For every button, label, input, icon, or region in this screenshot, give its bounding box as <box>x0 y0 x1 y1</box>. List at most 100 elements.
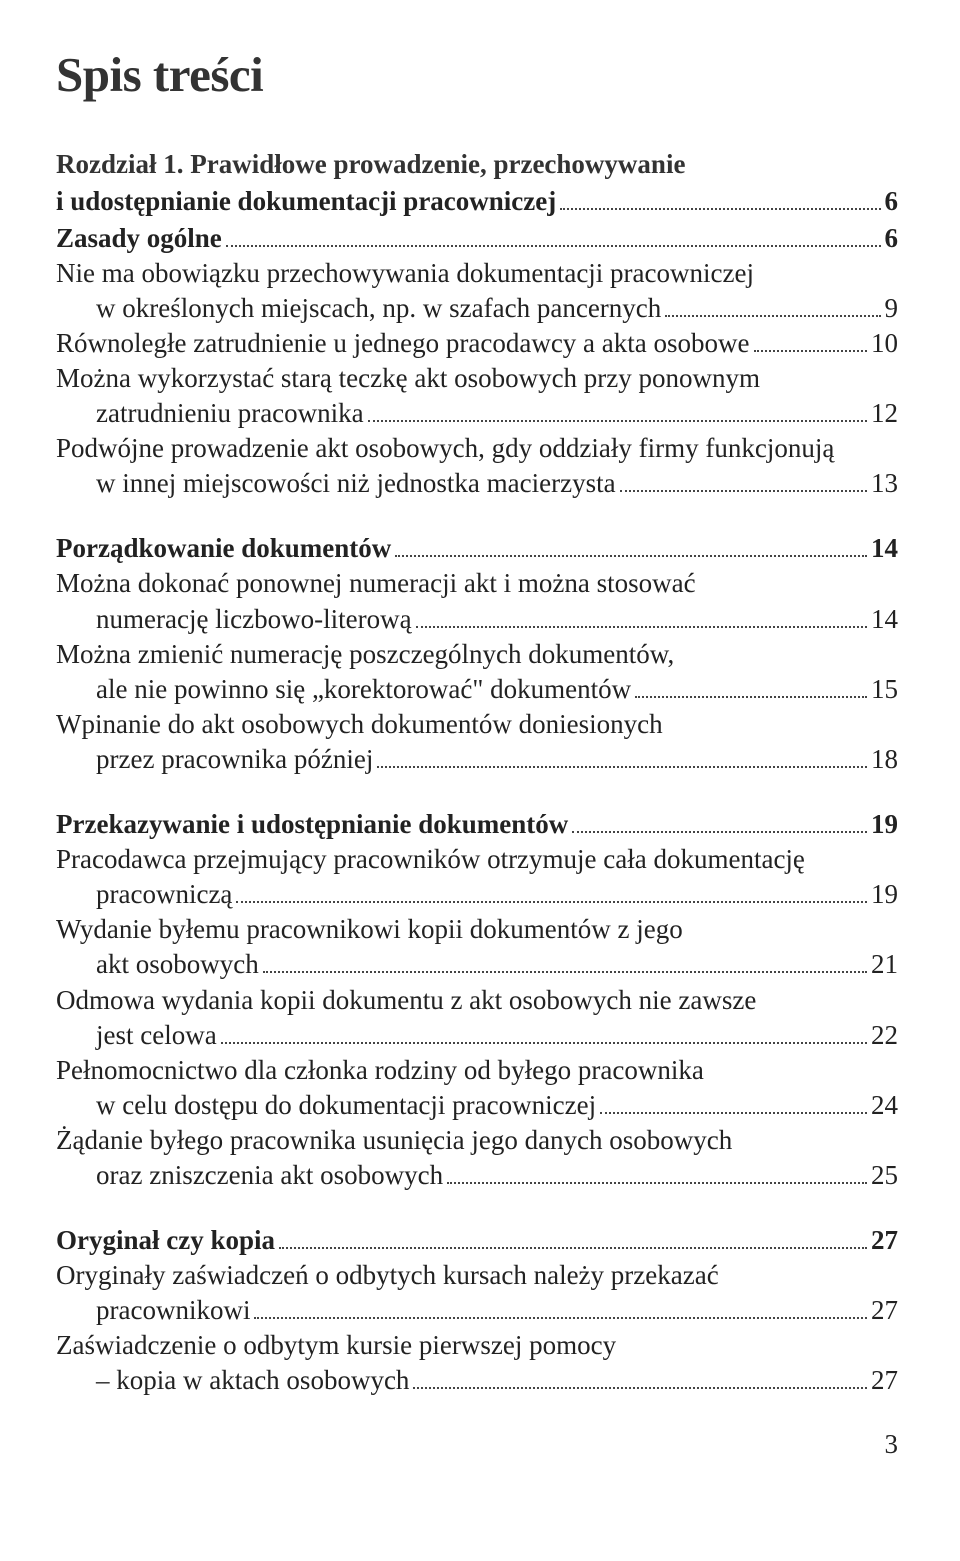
toc-entry: Nie ma obowiązku przechowywania dokument… <box>56 256 898 326</box>
toc-row: akt osobowych21 <box>56 947 898 982</box>
toc-leader-dots <box>226 245 881 247</box>
toc-row: ale nie powinno się „korektorować" dokum… <box>56 672 898 707</box>
toc-text-line: Wydanie byłemu pracownikowi kopii dokume… <box>56 912 898 947</box>
group-spacer <box>56 1193 898 1223</box>
toc-label: pracownikowi <box>96 1293 250 1328</box>
toc-label: w innej miejscowości niż jednostka macie… <box>96 466 616 501</box>
toc-page: 14 <box>871 602 898 637</box>
chapter-heading: Rozdział 1. Prawidłowe prowadzenie, prze… <box>56 147 898 182</box>
toc-label: zatrudnieniu pracownika <box>96 396 364 431</box>
toc-leader-dots <box>221 1042 867 1044</box>
toc-label: Oryginał czy kopia <box>56 1223 275 1258</box>
toc-leader-dots <box>377 766 867 768</box>
toc-entry: Odmowa wydania kopii dokumentu z akt oso… <box>56 983 898 1053</box>
toc-leader-dots <box>635 696 867 698</box>
toc-row: w innej miejscowości niż jednostka macie… <box>56 466 898 501</box>
toc-page: 27 <box>871 1363 898 1398</box>
toc-row: pracownikowi 27 <box>56 1293 898 1328</box>
toc-page: 14 <box>871 531 898 566</box>
page-number: 3 <box>56 1429 898 1460</box>
toc-label: przez pracownika później <box>96 742 373 777</box>
toc-text-line: Zaświadczenie o odbytym kursie pierwszej… <box>56 1328 898 1363</box>
toc-entry: Żądanie byłego pracownika usunięcia jego… <box>56 1123 898 1193</box>
toc-entry: Oryginał czy kopia 27 <box>56 1223 898 1258</box>
table-of-contents: Rozdział 1. Prawidłowe prowadzenie, prze… <box>56 147 898 1399</box>
toc-label: ale nie powinno się „korektorować" dokum… <box>96 672 631 707</box>
toc-entry: Wydanie byłemu pracownikowi kopii dokume… <box>56 912 898 982</box>
toc-text-line: Można dokonać ponownej numeracji akt i m… <box>56 566 898 601</box>
toc-leader-dots <box>368 420 867 422</box>
toc-row: numerację liczbowo-literową 14 <box>56 602 898 637</box>
toc-leader-dots <box>600 1112 867 1114</box>
toc-entry: Pracodawca przejmujący pracowników otrzy… <box>56 842 898 912</box>
toc-page: 22 <box>871 1018 898 1053</box>
toc-leader-dots <box>263 971 867 973</box>
toc-page: 27 <box>871 1293 898 1328</box>
toc-entry: Zasady ogólne 6 <box>56 221 898 256</box>
toc-text-line: Oryginały zaświadczeń o odbytych kursach… <box>56 1258 898 1293</box>
toc-page: 6 <box>885 184 899 219</box>
toc-page: 25 <box>871 1158 898 1193</box>
toc-entry: Wpinanie do akt osobowych dokumentów don… <box>56 707 898 777</box>
toc-label: – kopia w aktach osobowych <box>96 1363 409 1398</box>
toc-heading-row: Oryginał czy kopia 27 <box>56 1223 898 1258</box>
toc-label: numerację liczbowo-literową <box>96 602 412 637</box>
toc-heading-row: i udostępnianie dokumentacji pracownicze… <box>56 184 898 219</box>
toc-leader-dots <box>754 350 868 352</box>
toc-label: Porządkowanie dokumentów <box>56 531 391 566</box>
toc-leader-dots <box>572 831 867 833</box>
toc-entry: Można wykorzystać starą teczkę akt osobo… <box>56 361 898 431</box>
toc-label: oraz zniszczenia akt osobowych <box>96 1158 443 1193</box>
toc-text-line: Pełnomocnictwo dla członka rodziny od by… <box>56 1053 898 1088</box>
toc-text-line: Wpinanie do akt osobowych dokumentów don… <box>56 707 898 742</box>
toc-row: – kopia w aktach osobowych 27 <box>56 1363 898 1398</box>
toc-text-line: Można zmienić numerację poszczególnych d… <box>56 637 898 672</box>
toc-leader-dots <box>560 208 880 210</box>
toc-page: 19 <box>871 807 898 842</box>
toc-page: 10 <box>871 326 898 361</box>
toc-entry: Równoległe zatrudnienie u jednego pracod… <box>56 326 898 361</box>
toc-entry: Porządkowanie dokumentów 14 <box>56 531 898 566</box>
toc-text-line: Nie ma obowiązku przechowywania dokument… <box>56 256 898 291</box>
toc-entry: Podwójne prowadzenie akt osobowych, gdy … <box>56 431 898 501</box>
toc-page: 27 <box>871 1223 898 1258</box>
toc-entry: Można dokonać ponownej numeracji akt i m… <box>56 566 898 636</box>
toc-leader-dots <box>416 626 867 628</box>
toc-entry: Zaświadczenie o odbytym kursie pierwszej… <box>56 1328 898 1398</box>
toc-page: 24 <box>871 1088 898 1123</box>
toc-leader-dots <box>254 1317 867 1319</box>
toc-row: pracowniczą19 <box>56 877 898 912</box>
toc-row: przez pracownika później 18 <box>56 742 898 777</box>
toc-text-line: Podwójne prowadzenie akt osobowych, gdy … <box>56 431 898 466</box>
toc-label: Przekazywanie i udostępnianie dokumentów <box>56 807 568 842</box>
toc-leader-dots <box>413 1387 867 1389</box>
toc-heading-row: Przekazywanie i udostępnianie dokumentów… <box>56 807 898 842</box>
toc-label: jest celowa <box>96 1018 217 1053</box>
toc-heading-row: Porządkowanie dokumentów 14 <box>56 531 898 566</box>
page-title: Spis treści <box>56 46 898 103</box>
toc-page: 6 <box>885 221 899 256</box>
toc-label: i udostępnianie dokumentacji pracownicze… <box>56 184 556 219</box>
toc-label: Zasady ogólne <box>56 221 222 256</box>
toc-page: 19 <box>871 877 898 912</box>
toc-leader-dots <box>447 1182 867 1184</box>
toc-label: w określonych miejscach, np. w szafach p… <box>96 291 661 326</box>
toc-leader-dots <box>665 315 880 317</box>
toc-text-line: Pracodawca przejmujący pracowników otrzy… <box>56 842 898 877</box>
toc-entry: Przekazywanie i udostępnianie dokumentów… <box>56 807 898 842</box>
toc-page: 18 <box>871 742 898 777</box>
toc-row: w celu dostępu do dokumentacji pracownic… <box>56 1088 898 1123</box>
toc-page: 9 <box>885 291 899 326</box>
toc-page: 12 <box>871 396 898 431</box>
group-spacer <box>56 777 898 807</box>
toc-row: oraz zniszczenia akt osobowych 25 <box>56 1158 898 1193</box>
toc-leader-dots <box>236 901 867 903</box>
toc-entry: Można zmienić numerację poszczególnych d… <box>56 637 898 707</box>
group-spacer <box>56 501 898 531</box>
toc-text-line: Można wykorzystać starą teczkę akt osobo… <box>56 361 898 396</box>
toc-label: Równoległe zatrudnienie u jednego pracod… <box>56 326 750 361</box>
toc-page: 15 <box>871 672 898 707</box>
toc-leader-dots <box>279 1247 867 1249</box>
toc-page: 13 <box>871 466 898 501</box>
toc-leader-dots <box>395 555 867 557</box>
